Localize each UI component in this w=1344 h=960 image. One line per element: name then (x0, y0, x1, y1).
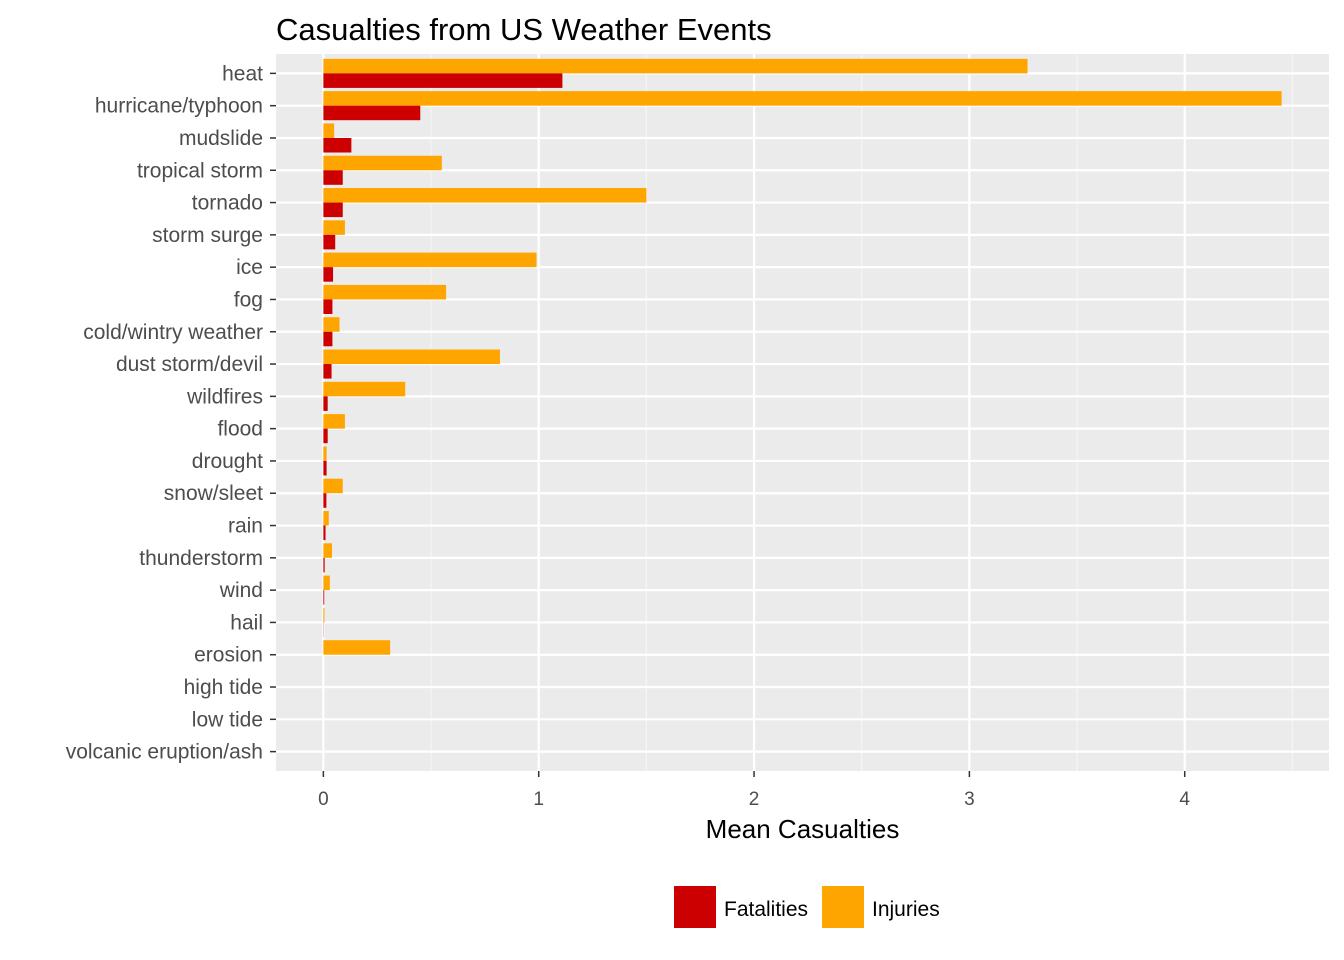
y-tick-label: cold/wintry weather (83, 321, 263, 344)
x-axis-tick-labels: 0 1 2 3 4 (318, 771, 1190, 810)
y-tick-label: storm surge (152, 224, 263, 247)
legend-key-fatalities (674, 886, 716, 928)
bar-fatalities (323, 364, 332, 379)
bar-injuries (323, 640, 391, 655)
bar-injuries (323, 575, 330, 591)
x-tick-label: 3 (964, 789, 975, 810)
legend-key-injuries (822, 886, 864, 928)
y-tick-label: low tide (192, 708, 263, 731)
x-axis-title: Mean Casualties (706, 814, 900, 844)
bar-fatalities (323, 557, 325, 573)
y-tick-label: hail (230, 611, 263, 634)
plot-panel (276, 54, 1329, 771)
y-tick-label: hurricane/typhoon (95, 95, 263, 118)
bar-injuries (323, 220, 345, 235)
bar-injuries (323, 349, 500, 365)
bar-injuries (323, 478, 343, 494)
y-axis-labels: heat hurricane/typhoon mudslide tropical st… (66, 62, 276, 764)
bar-fatalities (323, 460, 327, 476)
y-tick-label: fog (234, 288, 263, 311)
legend: Fatalities Injuries (674, 886, 940, 928)
x-tick-label: 0 (318, 789, 329, 810)
y-tick-label: rain (228, 515, 263, 538)
bar-fatalities (323, 331, 333, 347)
bar-fatalities (323, 202, 343, 218)
bar-injuries (323, 252, 537, 268)
bar-injuries (323, 91, 1282, 106)
bar-injuries (323, 414, 345, 429)
bars (323, 58, 1282, 655)
y-tick-label: tornado (192, 192, 263, 215)
y-tick-label: heat (222, 62, 263, 85)
y-tick-label: high tide (184, 676, 263, 699)
y-tick-label: snow/sleet (164, 482, 263, 505)
y-tick-label: dust storm/devil (116, 353, 263, 376)
bar-fatalities (323, 234, 336, 250)
bar-injuries (323, 543, 332, 558)
bar-fatalities (323, 590, 325, 605)
bar-fatalities (323, 396, 328, 411)
bar-fatalities (323, 105, 421, 121)
bar-fatalities (323, 137, 352, 153)
x-tick-label: 4 (1179, 789, 1190, 810)
y-tick-label: flood (217, 418, 263, 441)
bar-fatalities (323, 428, 328, 444)
bar-injuries (323, 607, 325, 623)
bar-injuries (323, 188, 647, 203)
bar-injuries (323, 446, 327, 461)
bar-fatalities (323, 525, 326, 541)
bar-injuries (323, 317, 340, 332)
bar-fatalities (323, 267, 334, 282)
bar-injuries (323, 155, 442, 171)
y-tick-label: volcanic eruption/ash (66, 741, 263, 764)
bar-injuries (323, 381, 406, 397)
y-tick-label: erosion (194, 644, 263, 667)
bar-injuries (323, 284, 447, 300)
y-tick-label: mudslide (179, 127, 263, 150)
y-tick-label: drought (192, 450, 263, 473)
bar-fatalities (323, 299, 333, 314)
bar-fatalities (323, 493, 327, 508)
x-tick-label: 1 (533, 789, 544, 810)
bar-injuries (323, 123, 335, 138)
y-tick-label: thunderstorm (139, 547, 263, 570)
y-tick-label: ice (236, 256, 263, 279)
y-tick-label: wind (219, 579, 263, 602)
legend-label-fatalities: Fatalities (724, 898, 808, 921)
x-tick-label: 2 (749, 789, 760, 810)
bar-fatalities (323, 170, 343, 185)
y-tick-label: wildfires (186, 385, 263, 408)
bar-injuries (323, 511, 329, 526)
chart-title: Casualties from US Weather Events (276, 12, 772, 47)
bar-injuries (323, 58, 1028, 74)
legend-label-injuries: Injuries (872, 898, 940, 921)
bar-fatalities (323, 73, 563, 88)
y-tick-label: tropical storm (137, 159, 263, 182)
